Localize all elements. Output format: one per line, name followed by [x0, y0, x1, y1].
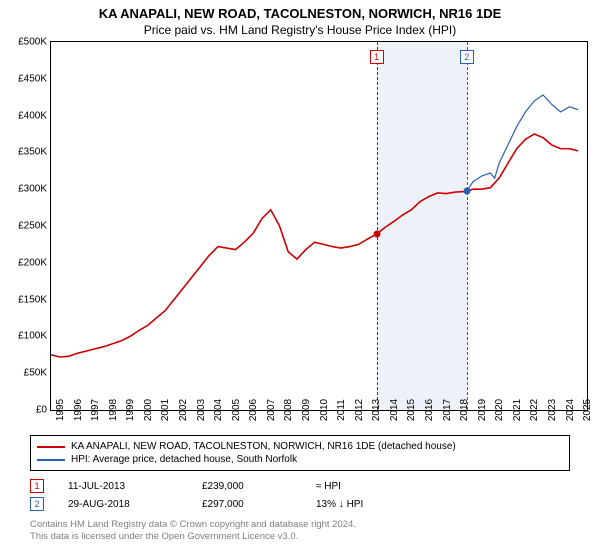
x-axis-label: 2003 — [192, 399, 207, 421]
x-axis-label: 1995 — [51, 399, 66, 421]
x-axis-label: 2019 — [473, 399, 488, 421]
footer-line: This data is licensed under the Open Gov… — [30, 531, 570, 543]
x-axis-label: 2013 — [367, 399, 382, 421]
sale-row: 1 11-JUL-2013 £239,000 ≈ HPI — [30, 477, 570, 495]
x-axis-label: 2005 — [227, 399, 242, 421]
y-axis-label: £200K — [18, 257, 51, 268]
legend-label: KA ANAPALI, NEW ROAD, TACOLNESTON, NORWI… — [71, 441, 456, 452]
sale-date: 11-JUL-2013 — [68, 481, 178, 492]
x-axis-label: 2023 — [543, 399, 558, 421]
y-axis-label: £150K — [18, 294, 51, 305]
series-property — [51, 134, 578, 357]
x-axis-label: 2021 — [508, 399, 523, 421]
legend-swatch — [37, 459, 65, 461]
footer-attribution: Contains HM Land Registry data © Crown c… — [30, 519, 570, 544]
y-axis-label: £300K — [18, 184, 51, 195]
x-axis-label: 2009 — [297, 399, 312, 421]
legend-swatch — [37, 446, 65, 448]
chart-svg — [51, 42, 587, 410]
x-axis-label: 2008 — [279, 399, 294, 421]
sale-diff: ≈ HPI — [316, 481, 396, 492]
sale-marker-label: 1 — [370, 50, 384, 64]
y-axis-label: £250K — [18, 221, 51, 232]
sale-diff: 13% ↓ HPI — [316, 499, 396, 510]
sale-marker-dot — [463, 188, 470, 195]
y-axis-label: £0 — [36, 405, 51, 416]
legend: KA ANAPALI, NEW ROAD, TACOLNESTON, NORWI… — [30, 435, 570, 471]
x-axis-label: 2017 — [438, 399, 453, 421]
legend-item: HPI: Average price, detached house, Sout… — [37, 453, 563, 466]
y-axis-label: £450K — [18, 73, 51, 84]
x-axis-label: 2024 — [561, 399, 576, 421]
y-axis-label: £50K — [24, 368, 51, 379]
sale-vline — [377, 42, 378, 410]
x-axis-label: 2004 — [209, 399, 224, 421]
chart-subtitle: Price paid vs. HM Land Registry's House … — [0, 21, 600, 41]
sale-price: £297,000 — [202, 499, 292, 510]
sale-marker-dot — [373, 231, 380, 238]
x-axis-label: 2007 — [262, 399, 277, 421]
y-axis-label: £100K — [18, 331, 51, 342]
x-axis-label: 2014 — [385, 399, 400, 421]
x-axis-label: 2006 — [244, 399, 259, 421]
legend-item: KA ANAPALI, NEW ROAD, TACOLNESTON, NORWI… — [37, 440, 563, 453]
chart-title: KA ANAPALI, NEW ROAD, TACOLNESTON, NORWI… — [0, 0, 600, 21]
x-axis-label: 2025 — [578, 399, 593, 421]
sales-table: 1 11-JUL-2013 £239,000 ≈ HPI 2 29-AUG-2018 £29… — [30, 477, 570, 513]
y-axis-label: £400K — [18, 110, 51, 121]
y-axis-label: £350K — [18, 147, 51, 158]
x-axis-label: 2001 — [156, 399, 171, 421]
sale-date: 29-AUG-2018 — [68, 499, 178, 510]
x-axis-label: 1996 — [69, 399, 84, 421]
footer-line: Contains HM Land Registry data © Crown c… — [30, 519, 570, 531]
x-axis-label: 2015 — [402, 399, 417, 421]
x-axis-label: 2016 — [420, 399, 435, 421]
sale-marker: 1 — [30, 479, 44, 493]
x-axis-label: 1999 — [121, 399, 136, 421]
x-axis-label: 2020 — [490, 399, 505, 421]
x-axis-label: 1997 — [86, 399, 101, 421]
x-axis-label: 2000 — [139, 399, 154, 421]
legend-label: HPI: Average price, detached house, Sout… — [71, 454, 297, 465]
x-axis-label: 1998 — [104, 399, 119, 421]
sale-row: 2 29-AUG-2018 £297,000 13% ↓ HPI — [30, 495, 570, 513]
x-axis-label: 2022 — [525, 399, 540, 421]
sale-vline — [467, 42, 468, 410]
sale-marker: 2 — [30, 497, 44, 511]
y-axis-label: £500K — [18, 37, 51, 48]
x-axis-label: 2012 — [350, 399, 365, 421]
chart-area: 12£0£50K£100K£150K£200K£250K£300K£350K£4… — [50, 41, 588, 411]
sale-marker-label: 2 — [460, 50, 474, 64]
sale-price: £239,000 — [202, 481, 292, 492]
x-axis-label: 2018 — [455, 399, 470, 421]
x-axis-label: 2010 — [315, 399, 330, 421]
plot-region: 12£0£50K£100K£150K£200K£250K£300K£350K£4… — [50, 41, 588, 411]
x-axis-label: 2002 — [174, 399, 189, 421]
x-axis-label: 2011 — [332, 399, 347, 421]
